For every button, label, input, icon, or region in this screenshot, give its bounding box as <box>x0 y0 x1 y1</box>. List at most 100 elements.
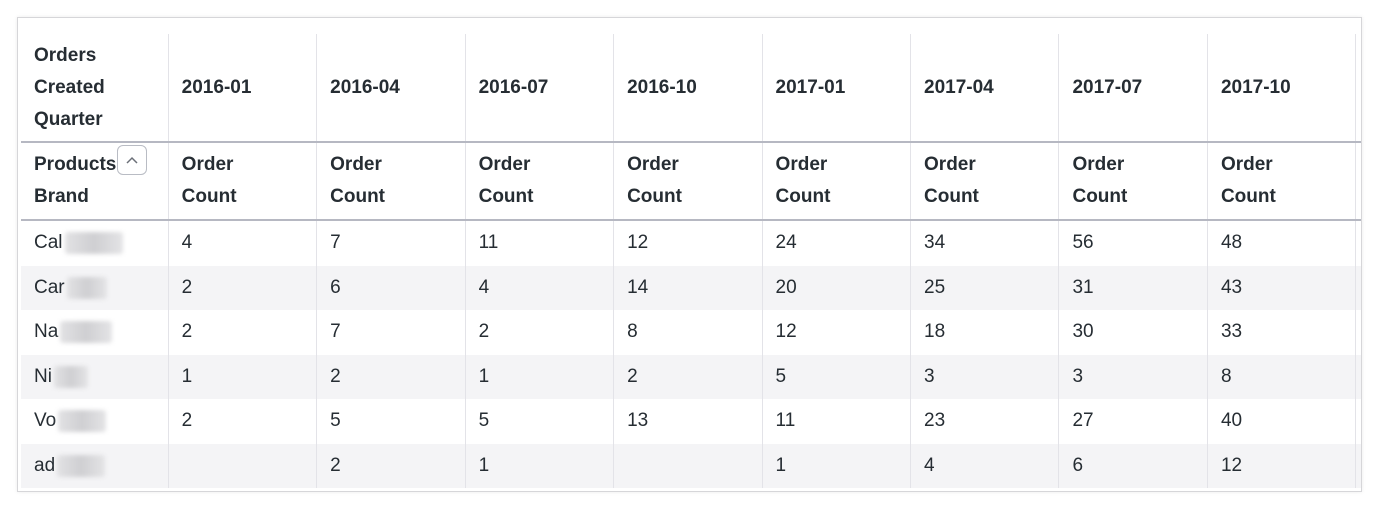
measure-line1: Order <box>627 154 679 175</box>
order-count-cell: 11 <box>761 399 911 444</box>
order-count-cell: 1 <box>167 354 317 399</box>
table-row: Ni 1 2 1 2 5 3 3 8 <box>21 354 1361 399</box>
measure-header[interactable]: Order Count <box>167 142 317 221</box>
order-count-cell: 14 <box>613 265 763 310</box>
spacer-cell <box>1355 443 1361 488</box>
order-count-cell: 7 <box>316 220 466 266</box>
order-count-cell: 4 <box>910 443 1059 488</box>
order-count-cell: 25 <box>910 265 1059 310</box>
brand-name: Vo <box>34 410 57 432</box>
order-count-cell: 2 <box>316 354 466 399</box>
measure-header[interactable]: Order Count <box>1058 142 1208 221</box>
measure-line1: Order <box>1072 154 1125 175</box>
order-count-cell: 6 <box>1058 443 1208 488</box>
order-count-cell: 2 <box>167 265 317 310</box>
brand-cell[interactable]: ad <box>21 443 169 488</box>
order-count-cell: 4 <box>167 220 317 266</box>
measure-line2: Count <box>478 186 534 207</box>
order-count-cell: 3 <box>910 354 1059 399</box>
measure-header[interactable]: Order Count <box>316 142 466 221</box>
quarter-header[interactable]: 2016-10 <box>613 34 763 143</box>
products-brand-header[interactable]: Products Brand <box>21 142 169 221</box>
order-count-cell: 12 <box>761 310 911 355</box>
order-count-cell: 40 <box>1206 399 1356 444</box>
quarter-header[interactable]: 2016-07 <box>464 34 614 143</box>
order-count-cell: 34 <box>910 220 1059 266</box>
order-count-cell: 8 <box>613 310 763 355</box>
order-count-cell: 7 <box>316 310 466 355</box>
order-count-cell: 11 <box>464 220 614 266</box>
brand-name: Cal <box>34 232 63 254</box>
quarter-header[interactable]: 2017-10 <box>1206 34 1356 143</box>
redacted-blur <box>58 410 107 433</box>
order-count-cell: 5 <box>464 399 614 444</box>
order-count-cell: 43 <box>1206 265 1356 310</box>
order-count-cell: 4 <box>464 265 614 310</box>
quarter-header[interactable]: 2017-01 <box>761 34 911 143</box>
redacted-blur <box>64 232 123 255</box>
quarter-header[interactable]: 2016-01 <box>167 34 317 143</box>
row-label-line1: Products <box>34 154 117 175</box>
quarter-header[interactable]: 2016-04 <box>316 34 466 143</box>
measure-line2: Count <box>924 186 979 207</box>
spacer-cell <box>1355 310 1361 355</box>
table-row: Vo 2 5 5 13 11 23 27 40 <box>21 399 1361 444</box>
quarter-header[interactable]: 2017-07 <box>1058 34 1208 143</box>
spacer-cell <box>1355 265 1361 310</box>
order-count-cell: 1 <box>464 443 614 488</box>
order-count-cell: 2 <box>167 310 317 355</box>
spacer-cell <box>1355 34 1361 143</box>
order-count-cell: 3 <box>1058 354 1208 399</box>
order-count-cell: 33 <box>1206 310 1356 355</box>
pivot-dimension-label: Orders Created Quarter <box>21 34 169 143</box>
column-header-row: Products Brand Order Count Order Count Order… <box>21 142 1361 221</box>
brand-cell[interactable]: Car <box>21 265 169 310</box>
redacted-blur <box>60 321 113 344</box>
measure-line1: Order <box>775 154 828 175</box>
brand-name: Car <box>34 276 65 298</box>
measure-header[interactable]: Order Count <box>1206 142 1356 221</box>
order-count-cell: 18 <box>910 310 1059 355</box>
brand-cell[interactable]: Na <box>21 310 168 355</box>
pivot-table-card: Orders Created Quarter 2016-01 2016-04 201… <box>17 17 1362 492</box>
order-count-cell: 56 <box>1058 220 1208 266</box>
order-count-cell: 2 <box>316 443 466 488</box>
spacer-cell <box>1355 220 1361 266</box>
measure-line2: Count <box>627 186 682 207</box>
order-count-cell: 1 <box>761 443 911 488</box>
measure-line1: Order <box>478 154 531 175</box>
quarter-header[interactable]: 2017-04 <box>910 34 1059 143</box>
brand-name: Na <box>34 321 59 343</box>
order-count-cell: 8 <box>1206 354 1356 399</box>
spacer-cell <box>1355 399 1361 444</box>
order-count-cell: 13 <box>613 399 763 444</box>
order-count-cell: 6 <box>316 265 466 310</box>
measure-header[interactable]: Order Count <box>464 142 614 221</box>
measure-line2: Count <box>1072 186 1128 207</box>
table-row: Cal 4 7 11 12 24 34 56 48 <box>21 220 1361 266</box>
table-row: Na 2 7 2 8 12 18 30 33 <box>21 310 1361 355</box>
measure-header[interactable]: Order Count <box>910 142 1059 221</box>
brand-name: Ni <box>34 365 52 387</box>
measure-line2: Count <box>1220 186 1276 207</box>
brand-cell[interactable]: Cal <box>21 220 168 266</box>
order-count-cell: 12 <box>613 220 763 266</box>
order-count-cell: 12 <box>1206 443 1356 488</box>
brand-cell[interactable]: Vo <box>21 399 168 444</box>
pivot-table: Orders Created Quarter 2016-01 2016-04 201… <box>21 34 1361 488</box>
order-count-cell: 2 <box>464 310 614 355</box>
row-label-line2: Brand <box>34 186 89 207</box>
redacted-blur <box>66 276 107 299</box>
order-count-cell: 1 <box>464 354 614 399</box>
order-count-cell <box>613 443 763 488</box>
sort-button[interactable] <box>117 145 148 175</box>
order-count-cell <box>167 443 317 488</box>
redacted-blur <box>57 454 106 477</box>
measure-line2: Count <box>330 186 386 207</box>
order-count-cell: 5 <box>316 399 466 444</box>
chevron-up-icon <box>126 156 138 164</box>
measure-header[interactable]: Order Count <box>613 142 763 221</box>
measure-header[interactable]: Order Count <box>761 142 911 221</box>
redacted-blur <box>53 365 88 388</box>
brand-cell[interactable]: Ni <box>21 354 169 399</box>
